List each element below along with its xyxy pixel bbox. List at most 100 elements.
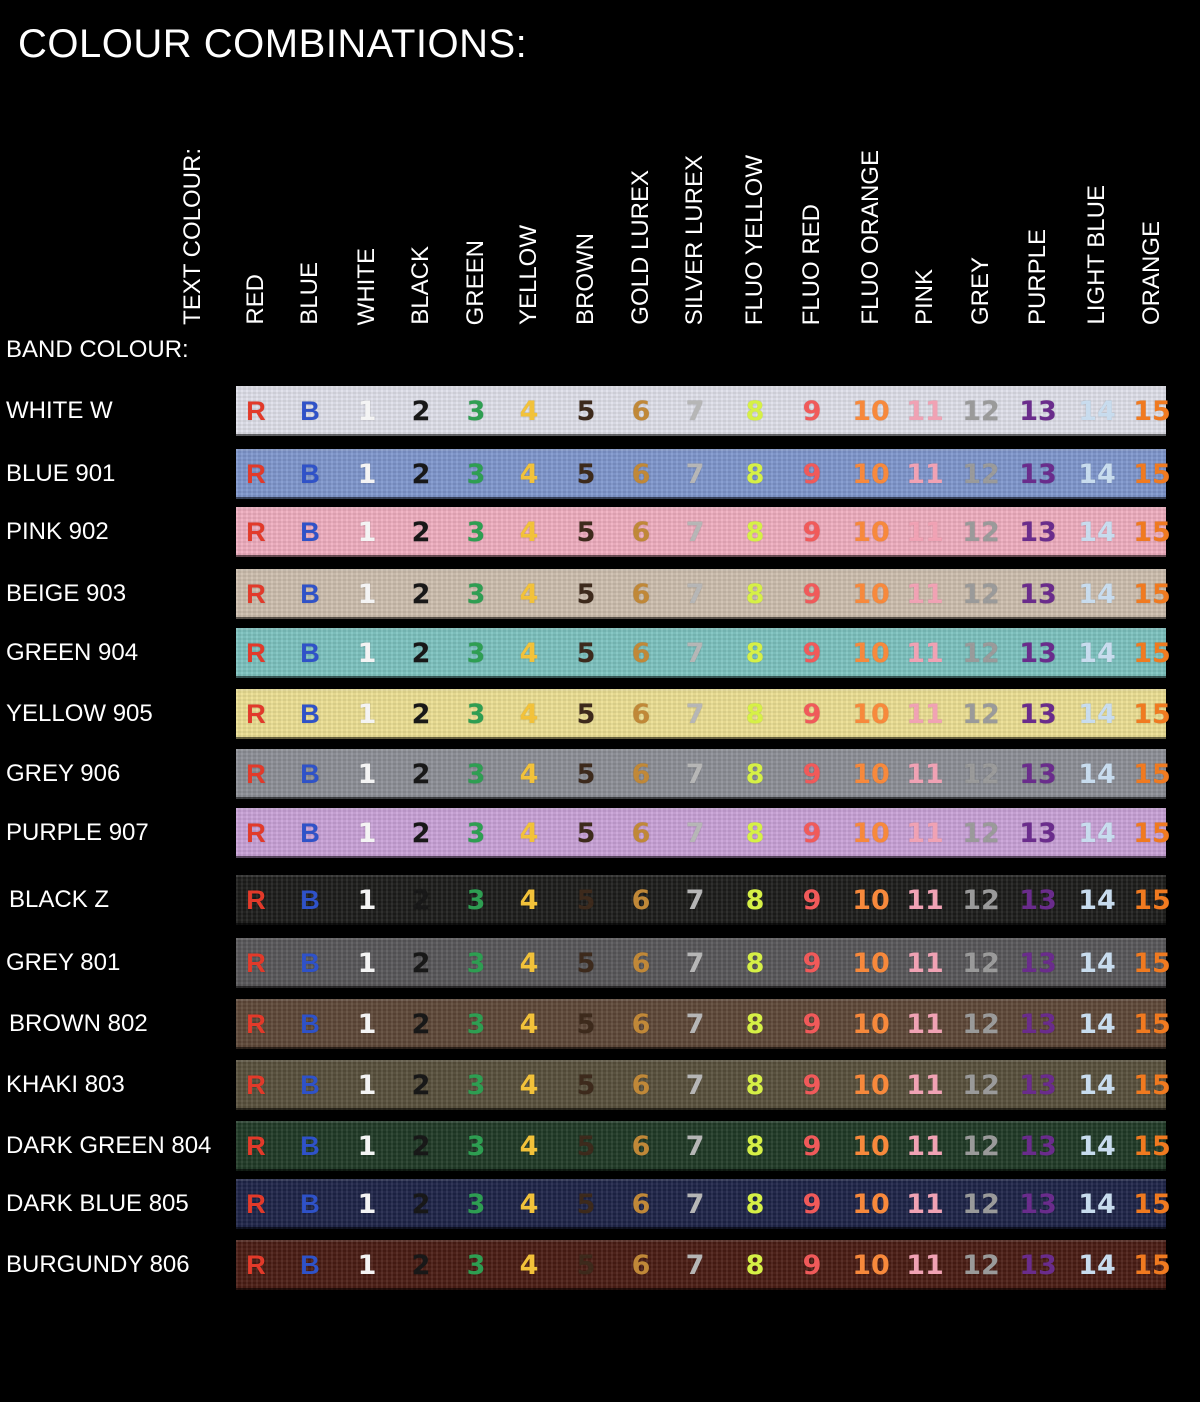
band-swatch: R B 1 2 3 4 5 6 7 8 9 10 11 12 13 14 15 bbox=[236, 628, 1171, 678]
band-text-sample: 7 bbox=[685, 1249, 705, 1281]
band-label: PINK 902 bbox=[6, 518, 109, 545]
band-text-sample: 9 bbox=[802, 516, 822, 548]
band-text-sample: 5 bbox=[576, 698, 596, 730]
band-text-sample: 1 bbox=[357, 637, 377, 669]
band-text-sample: 13 bbox=[1019, 458, 1057, 490]
band-swatch: R B 1 2 3 4 5 6 7 8 9 10 11 12 13 14 15 bbox=[236, 808, 1171, 858]
band-text-sample: 11 bbox=[906, 395, 944, 427]
band-text-sample: 2 bbox=[411, 758, 431, 790]
band-label: GREY 906 bbox=[6, 760, 121, 787]
band-text-sample: 7 bbox=[685, 395, 705, 427]
band-text-sample: 3 bbox=[466, 1130, 486, 1162]
band-text-sample: R bbox=[246, 817, 266, 848]
band-text-sample: 3 bbox=[466, 698, 486, 730]
band-text-sample: 4 bbox=[519, 458, 539, 490]
band-text-sample: 10 bbox=[852, 395, 890, 427]
band-text-sample: 12 bbox=[962, 817, 1000, 849]
band-text-sample: 6 bbox=[631, 1130, 651, 1162]
band-text-sample: 5 bbox=[576, 578, 596, 610]
band-text-sample: 11 bbox=[906, 516, 944, 548]
band-text-sample: R bbox=[246, 458, 266, 489]
band-text-sample: B bbox=[300, 1249, 320, 1280]
band-text-sample: R bbox=[246, 395, 266, 426]
band-text-sample: 4 bbox=[519, 758, 539, 790]
band-text-sample: 15 bbox=[1133, 884, 1171, 916]
band-text-sample: 2 bbox=[411, 395, 431, 427]
band-text-sample: 12 bbox=[962, 947, 1000, 979]
text-colour-header-white: WHITE bbox=[353, 247, 380, 325]
band-text-sample: 1 bbox=[357, 1130, 377, 1162]
band-text-sample: 10 bbox=[852, 1130, 890, 1162]
text-colour-header-black: BLACK bbox=[407, 246, 434, 325]
band-text-sample: 6 bbox=[631, 884, 651, 916]
band-text-sample: B bbox=[300, 1130, 320, 1161]
band-text-sample: R bbox=[246, 637, 266, 668]
band-text-sample: 14 bbox=[1078, 1008, 1116, 1040]
band-text-sample: R bbox=[246, 1249, 266, 1280]
text-colour-header-red: RED bbox=[242, 274, 269, 325]
band-text-sample: 5 bbox=[576, 516, 596, 548]
band-text-sample: 6 bbox=[631, 1008, 651, 1040]
band-text-sample: 6 bbox=[631, 458, 651, 490]
band-text-sample: 4 bbox=[519, 698, 539, 730]
band-text-sample: 1 bbox=[357, 884, 377, 916]
band-text-sample: 9 bbox=[802, 817, 822, 849]
band-label: BLACK Z bbox=[9, 886, 110, 913]
band-text-sample: 15 bbox=[1133, 637, 1171, 669]
band-text-sample: 15 bbox=[1133, 458, 1171, 490]
band-text-sample: 8 bbox=[745, 1008, 765, 1040]
band-text-sample: 14 bbox=[1078, 1069, 1116, 1101]
band-text-sample: 13 bbox=[1019, 1130, 1057, 1162]
band-text-sample: 6 bbox=[631, 395, 651, 427]
band-text-sample: 7 bbox=[685, 698, 705, 730]
band-text-sample: 9 bbox=[802, 758, 822, 790]
band-text-sample: 4 bbox=[519, 884, 539, 916]
text-colour-header-fluo-orange: FLUO ORANGE bbox=[857, 150, 884, 325]
band-text-sample: 14 bbox=[1078, 947, 1116, 979]
band-text-sample: 1 bbox=[357, 698, 377, 730]
band-text-sample: 10 bbox=[852, 947, 890, 979]
band-text-sample: 4 bbox=[519, 578, 539, 610]
band-text-sample: 14 bbox=[1078, 758, 1116, 790]
band-text-sample: B bbox=[300, 578, 320, 609]
band-text-sample: 13 bbox=[1019, 947, 1057, 979]
text-colour-header-blue: BLUE bbox=[296, 262, 323, 325]
band-text-sample: 11 bbox=[906, 637, 944, 669]
band-label: DARK BLUE 805 bbox=[6, 1190, 189, 1217]
band-text-sample: 7 bbox=[685, 516, 705, 548]
band-text-sample: 9 bbox=[802, 578, 822, 610]
band-text-sample: 15 bbox=[1133, 1188, 1171, 1220]
band-text-sample: 11 bbox=[906, 1188, 944, 1220]
band-text-sample: 13 bbox=[1019, 817, 1057, 849]
band-text-sample: 9 bbox=[802, 637, 822, 669]
band-text-sample: 7 bbox=[685, 458, 705, 490]
band-text-sample: 10 bbox=[852, 884, 890, 916]
band-text-sample: 7 bbox=[685, 637, 705, 669]
band-text-sample: 13 bbox=[1019, 395, 1057, 427]
band-swatch: R B 1 2 3 4 5 6 7 8 9 10 11 12 13 14 15 bbox=[236, 938, 1171, 988]
band-text-sample: 3 bbox=[466, 578, 486, 610]
band-swatch: R B 1 2 3 4 5 6 7 8 9 10 11 12 13 14 15 bbox=[236, 1121, 1171, 1171]
band-text-sample: 13 bbox=[1019, 1008, 1057, 1040]
band-text-sample: R bbox=[246, 1069, 266, 1100]
band-text-sample: 14 bbox=[1078, 1249, 1116, 1281]
band-text-sample: 5 bbox=[576, 947, 596, 979]
band-label: BROWN 802 bbox=[9, 1010, 148, 1037]
band-text-sample: 15 bbox=[1133, 1069, 1171, 1101]
band-text-sample: 5 bbox=[576, 458, 596, 490]
band-text-sample: 10 bbox=[852, 578, 890, 610]
text-colour-header-yellow: YELLOW bbox=[515, 224, 542, 325]
band-text-sample: 11 bbox=[906, 1130, 944, 1162]
band-text-sample: 7 bbox=[685, 1130, 705, 1162]
band-label: GREEN 904 bbox=[6, 639, 139, 666]
band-text-sample: 4 bbox=[519, 516, 539, 548]
band-text-sample: 10 bbox=[852, 637, 890, 669]
band-text-sample: 7 bbox=[685, 884, 705, 916]
band-text-sample: 2 bbox=[411, 817, 431, 849]
band-text-sample: 5 bbox=[576, 758, 596, 790]
band-text-sample: 4 bbox=[519, 1130, 539, 1162]
band-text-sample: 2 bbox=[411, 947, 431, 979]
band-text-sample: 15 bbox=[1133, 578, 1171, 610]
band-text-sample: 2 bbox=[411, 1008, 431, 1040]
band-text-sample: 8 bbox=[745, 1130, 765, 1162]
